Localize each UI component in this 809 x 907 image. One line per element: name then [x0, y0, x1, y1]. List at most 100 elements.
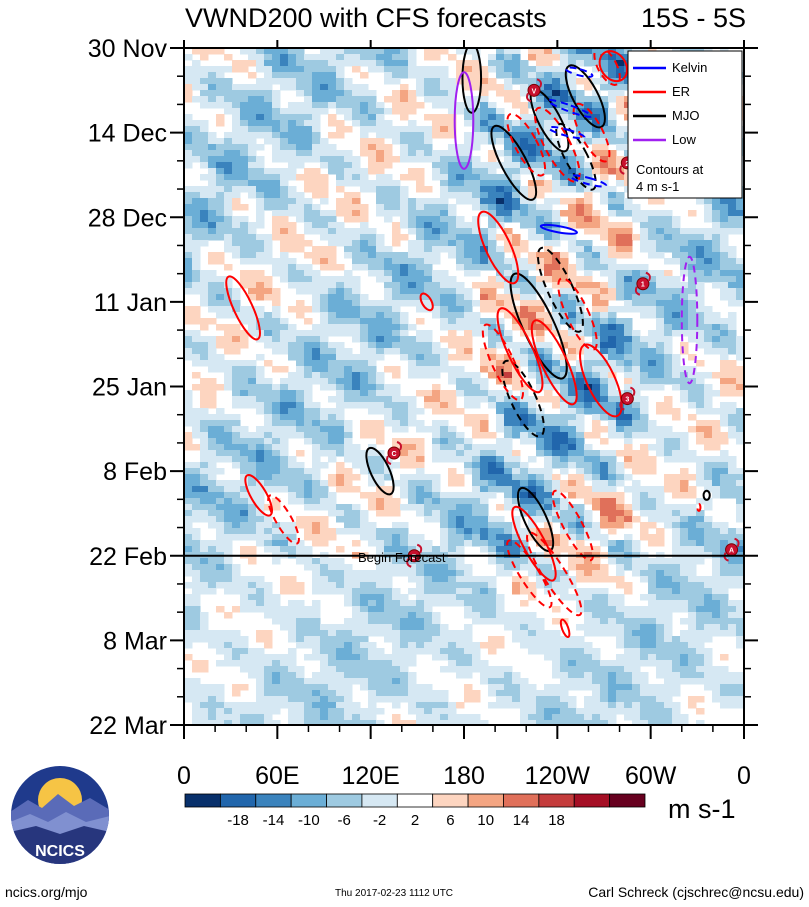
- heatmap-cell: [376, 60, 385, 67]
- heatmap-cell: [256, 318, 265, 325]
- heatmap-cell: [592, 480, 601, 487]
- heatmap-cell: [448, 222, 457, 229]
- heatmap-cell: [728, 342, 737, 349]
- heatmap-cell: [240, 150, 249, 157]
- heatmap-cell: [264, 522, 273, 529]
- heatmap-cell: [600, 348, 609, 355]
- heatmap-cell: [304, 282, 313, 289]
- heatmap-cell: [704, 408, 713, 415]
- heatmap-cell: [256, 408, 265, 415]
- heatmap-cell: [320, 534, 329, 541]
- heatmap-cell: [472, 192, 481, 199]
- heatmap-cell: [200, 318, 209, 325]
- heatmap-cell: [568, 396, 577, 403]
- heatmap-cell: [480, 282, 489, 289]
- heatmap-cell: [248, 252, 257, 259]
- heatmap-cell: [288, 60, 297, 67]
- heatmap-cell: [696, 480, 705, 487]
- heatmap-cell: [232, 126, 241, 133]
- heatmap-cell: [504, 288, 513, 295]
- heatmap-cell: [696, 516, 705, 523]
- heatmap-cell: [288, 120, 297, 127]
- heatmap-cell: [544, 498, 553, 505]
- heatmap-cell: [560, 516, 569, 523]
- heatmap-cell: [192, 354, 201, 361]
- heatmap-cell: [504, 336, 513, 343]
- heatmap-cell: [400, 102, 409, 109]
- heatmap-cell: [600, 282, 609, 289]
- heatmap-cell: [408, 402, 417, 409]
- heatmap-cell: [312, 540, 321, 547]
- heatmap-cell: [464, 288, 473, 295]
- heatmap-cell: [344, 390, 353, 397]
- heatmap-cell: [440, 312, 449, 319]
- heatmap-cell: [544, 342, 553, 349]
- heatmap-cell: [568, 384, 577, 391]
- heatmap-cell: [224, 504, 233, 511]
- heatmap-cell: [496, 180, 505, 187]
- heatmap-cell: [472, 84, 481, 91]
- heatmap-cell: [304, 564, 313, 571]
- heatmap-cell: [328, 528, 337, 535]
- heatmap-cell: [600, 318, 609, 325]
- heatmap-cell: [648, 522, 657, 529]
- heatmap-cell: [712, 570, 721, 577]
- heatmap-cell: [344, 510, 353, 517]
- heatmap-cell: [528, 96, 537, 103]
- heatmap-cell: [344, 180, 353, 187]
- heatmap-cell: [648, 210, 657, 217]
- heatmap-cell: [512, 96, 521, 103]
- heatmap-cell: [656, 432, 665, 439]
- heatmap-cell: [608, 150, 617, 157]
- heatmap-cell: [392, 210, 401, 217]
- heatmap-cell: [504, 312, 513, 319]
- heatmap-cell: [592, 450, 601, 457]
- heatmap-cell: [184, 192, 193, 199]
- heatmap-cell: [520, 312, 529, 319]
- heatmap-cell: [328, 534, 337, 541]
- heatmap-cell: [464, 336, 473, 343]
- heatmap-cell: [216, 234, 225, 241]
- heatmap-cell: [208, 258, 217, 265]
- heatmap-cell: [728, 528, 737, 535]
- heatmap-cell: [536, 384, 545, 391]
- heatmap-cell: [672, 516, 681, 523]
- heatmap-cell: [480, 324, 489, 331]
- heatmap-cell: [600, 126, 609, 133]
- heatmap-cell: [520, 468, 529, 475]
- heatmap-cell: [280, 144, 289, 151]
- heatmap-cell: [496, 138, 505, 145]
- heatmap-cell: [392, 78, 401, 85]
- heatmap-cell: [568, 390, 577, 397]
- heatmap-cell: [536, 162, 545, 169]
- heatmap-cell: [688, 240, 697, 247]
- heatmap-cell: [504, 486, 513, 493]
- heatmap-cell: [376, 132, 385, 139]
- heatmap-cell: [376, 324, 385, 331]
- heatmap-cell: [552, 480, 561, 487]
- heatmap-cell: [584, 126, 593, 133]
- heatmap-cell: [336, 504, 345, 511]
- heatmap-cell: [544, 414, 553, 421]
- heatmap-cell: [424, 84, 433, 91]
- heatmap-cell: [192, 144, 201, 151]
- heatmap-cell: [304, 372, 313, 379]
- heatmap-cell: [304, 528, 313, 535]
- heatmap-cell: [480, 504, 489, 511]
- heatmap-cell: [648, 510, 657, 517]
- heatmap-cell: [280, 192, 289, 199]
- heatmap-cell: [688, 576, 697, 583]
- heatmap-cell: [352, 102, 361, 109]
- heatmap-cell: [688, 384, 697, 391]
- heatmap-cell: [208, 168, 217, 175]
- heatmap-cell: [472, 138, 481, 145]
- heatmap-cell: [344, 330, 353, 337]
- heatmap-cell: [352, 90, 361, 97]
- heatmap-cell: [408, 360, 417, 367]
- heatmap-cell: [736, 474, 744, 481]
- heatmap-cell: [688, 306, 697, 313]
- heatmap-cell: [448, 528, 457, 535]
- heatmap-cell: [360, 336, 369, 343]
- heatmap-cell: [480, 102, 489, 109]
- heatmap-cell: [600, 372, 609, 379]
